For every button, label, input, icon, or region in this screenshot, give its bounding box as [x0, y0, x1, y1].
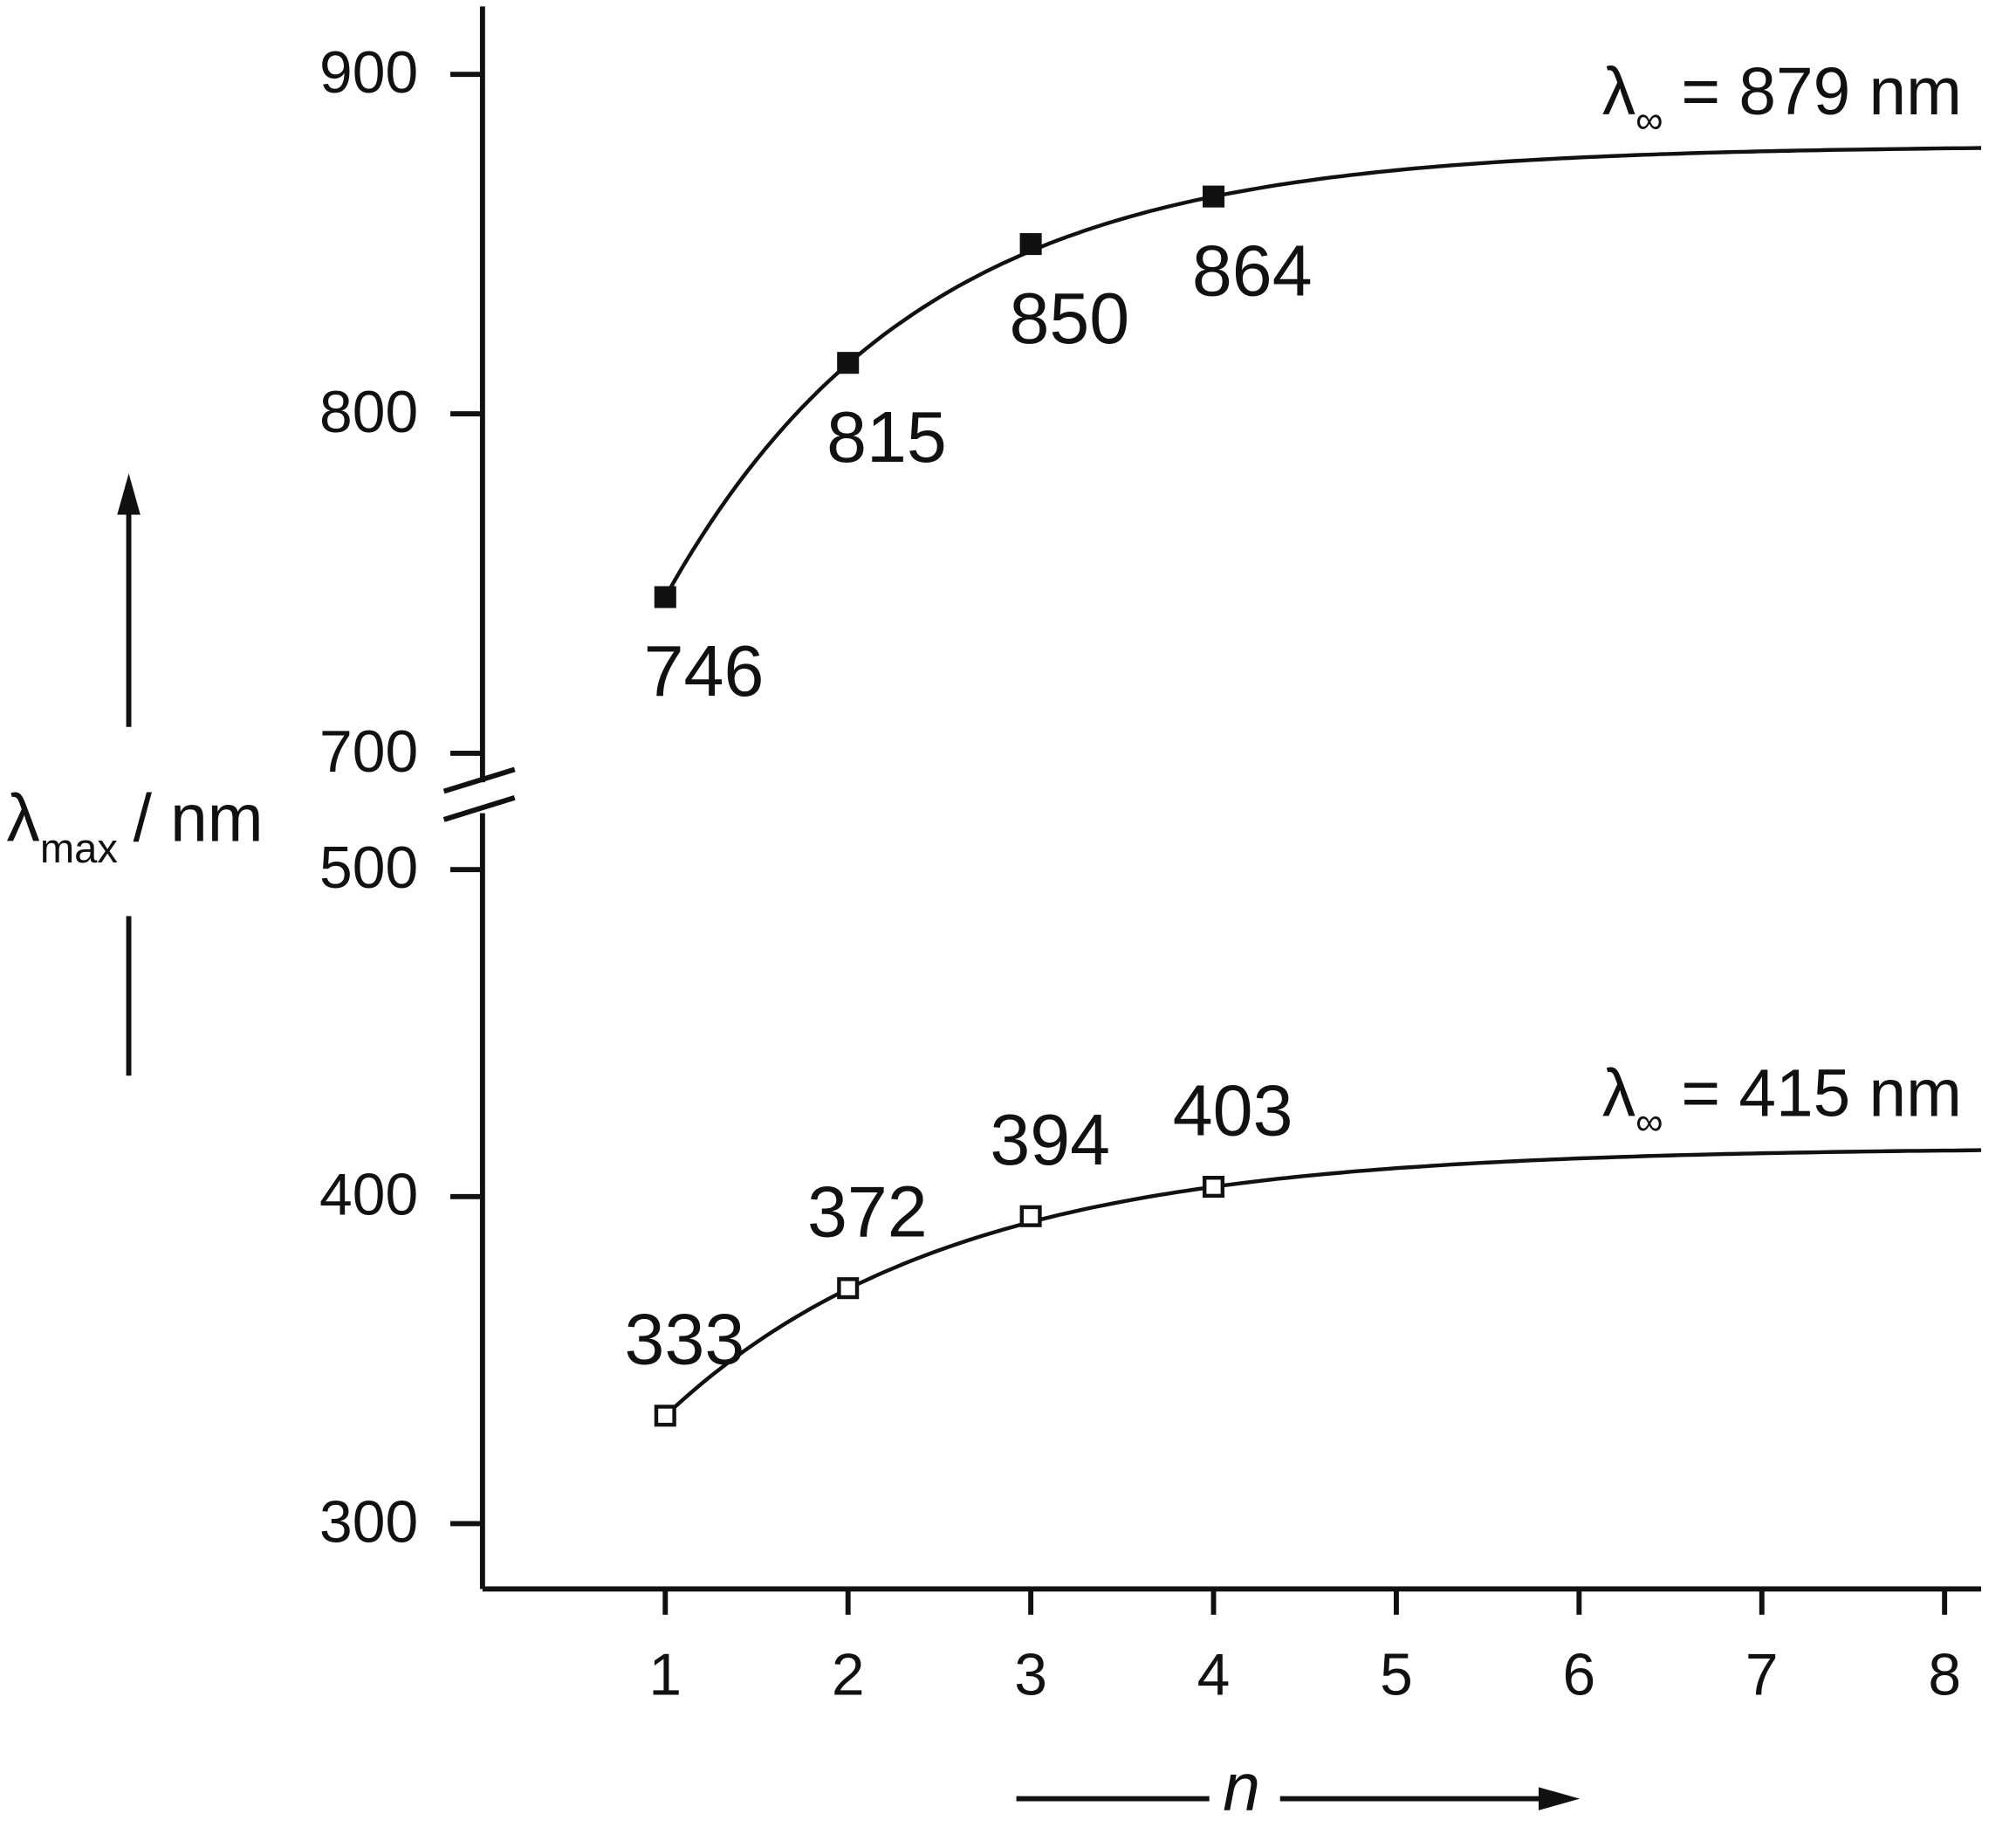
- value-label: 372: [807, 1171, 928, 1252]
- fit-curve: [663, 146, 1982, 599]
- asymptote-label: λ∞ = 415 nm: [1602, 1057, 1962, 1144]
- x-axis-label: n: [1223, 1750, 1260, 1824]
- x-tick-label: 1: [648, 1642, 682, 1707]
- x-tick-label: 3: [1014, 1642, 1047, 1707]
- y-axis-label: λmax / nm: [7, 782, 264, 872]
- asymptote-subscript: ∞: [1635, 1101, 1663, 1144]
- data-point: [1019, 1205, 1042, 1227]
- y-tick-label: 700: [319, 719, 418, 785]
- data-point: [1019, 233, 1042, 256]
- data-point: [837, 352, 860, 374]
- x-tick-label: 2: [832, 1642, 865, 1707]
- y-tick-label: 900: [319, 40, 418, 106]
- y-label-subscript: max: [40, 825, 119, 871]
- y-tick-label: 300: [319, 1489, 418, 1555]
- y-arrow-head: [117, 473, 141, 515]
- value-label: 403: [1173, 1070, 1293, 1151]
- x-tick-label: 6: [1562, 1642, 1595, 1707]
- y-tick-label: 800: [319, 380, 418, 445]
- y-tick-label: 500: [319, 835, 418, 901]
- asymptote-label: λ∞ = 879 nm: [1602, 55, 1962, 141]
- axis-break: [442, 795, 516, 822]
- value-label: 746: [644, 631, 765, 711]
- asymptote-symbol: λ: [1602, 1057, 1635, 1131]
- x-tick-label: 4: [1197, 1642, 1231, 1707]
- data-point: [1203, 185, 1225, 208]
- value-label: 333: [625, 1300, 745, 1380]
- data-point: [1203, 1176, 1225, 1199]
- axis-break: [442, 766, 516, 794]
- fit-curve: [663, 1148, 1982, 1418]
- x-tick-label: 5: [1380, 1642, 1413, 1707]
- y-label-symbol: λ: [7, 782, 40, 856]
- value-label: 394: [990, 1100, 1110, 1180]
- x-tick-label: 8: [1928, 1642, 1961, 1707]
- x-tick-label: 7: [1745, 1642, 1779, 1707]
- y-label-unit: / nm: [134, 782, 264, 856]
- value-label: 850: [1009, 278, 1129, 359]
- x-arrow-head: [1539, 1787, 1581, 1810]
- value-label: 864: [1192, 230, 1313, 311]
- data-point: [654, 586, 676, 608]
- data-point: [837, 1277, 860, 1300]
- asymptote-value-label: = 415 nm: [1681, 1057, 1962, 1131]
- y-tick-label: 400: [319, 1163, 418, 1228]
- asymptote-subscript: ∞: [1635, 99, 1663, 141]
- asymptote-symbol: λ: [1602, 55, 1635, 129]
- asymptote-value-label: = 879 nm: [1681, 55, 1962, 129]
- value-label: 815: [826, 397, 947, 477]
- data-point: [654, 1405, 676, 1427]
